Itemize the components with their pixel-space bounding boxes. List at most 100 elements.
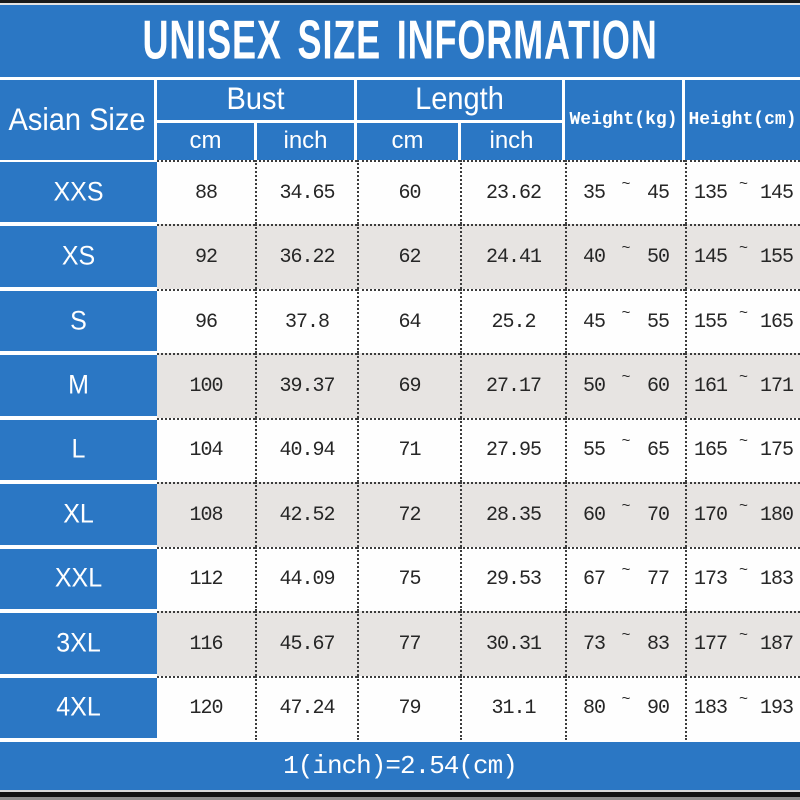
length-cm-cell: 77: [357, 611, 460, 676]
weight-min: 73: [583, 632, 606, 656]
height-range-cell: 155 ~165: [685, 288, 800, 354]
header-length-cm: cm: [391, 127, 424, 155]
weight-min: 60: [583, 503, 606, 527]
size-cell: XS: [0, 224, 157, 289]
height-min: 145: [694, 246, 728, 270]
tilde-symbol: ~: [621, 691, 631, 709]
length-inch-cell: 25.2: [460, 288, 565, 354]
header-height: Height(cm): [688, 110, 797, 130]
size-cell: M: [0, 353, 157, 418]
table-row-xxs: XXS 88 34.65 60 23.62 35 ~45 135 ~145: [0, 160, 800, 225]
weight-range-cell: 73 ~83: [565, 611, 685, 676]
header-length-inch: inch: [458, 122, 562, 160]
header-asian-size: Asian Size: [0, 80, 157, 160]
height-max: 193: [759, 697, 794, 721]
height-max: 175: [759, 439, 794, 463]
height-range-cell: 177 ~187: [685, 611, 800, 676]
bust-cm-cell: 104: [157, 417, 255, 483]
table-row-4xl: 4XL 120 47.24 79 31.1 80 ~90 183 ~193: [0, 675, 800, 740]
size-cell: XXL: [0, 546, 157, 612]
size-cell: S: [0, 288, 157, 354]
weight-max: 83: [646, 632, 670, 656]
table-header: Asian Size Bust cm inch Length cm inch W…: [0, 77, 800, 160]
weight-min: 45: [583, 310, 606, 334]
height-max: 145: [759, 181, 794, 205]
bust-inch-cell: 47.24: [255, 675, 357, 740]
height-min: 183: [694, 697, 728, 721]
tilde-symbol: ~: [621, 433, 631, 451]
tilde-symbol: ~: [621, 240, 631, 258]
weight-range-cell: 55 ~65: [565, 417, 685, 483]
size-label: M: [68, 369, 89, 401]
table-row-l: L 104 40.94 71 27.95 55 ~65 165 ~175: [0, 417, 800, 483]
height-max: 155: [759, 246, 794, 270]
page-title: UNISEX SIZE INFORMATION: [142, 9, 658, 71]
conversion-note-bar: 1(inch)=2.54(cm): [0, 740, 800, 790]
height-min: 135: [694, 181, 728, 205]
table-row-xxl: XXL 112 44.09 75 29.53 67 ~77 173 ~183: [0, 546, 800, 612]
weight-min: 67: [583, 568, 606, 592]
size-label: XXL: [54, 563, 103, 594]
size-label: 4XL: [56, 692, 101, 723]
tilde-symbol: ~: [738, 369, 748, 387]
length-inch-cell: 27.17: [460, 353, 565, 418]
size-label: XXS: [53, 176, 104, 207]
length-inch-cell: 23.62: [460, 160, 565, 225]
bust-inch-cell: 34.65: [255, 160, 357, 225]
header-weight: Weight(kg): [565, 80, 685, 160]
weight-max: 50: [646, 246, 670, 270]
bust-inch-cell: 44.09: [255, 546, 357, 612]
length-inch-cell: 31.1: [460, 675, 565, 740]
bust-cm-cell: 108: [157, 482, 255, 547]
header-group-bust: Bust cm inch: [157, 80, 357, 160]
header-bust-inch: inch: [254, 122, 354, 160]
tilde-symbol: ~: [621, 562, 631, 580]
height-max: 171: [759, 375, 794, 399]
weight-range-cell: 40 ~50: [565, 224, 685, 289]
length-inch-cell: 27.95: [460, 417, 565, 483]
weight-max: 55: [646, 310, 670, 334]
weight-range-cell: 50 ~60: [565, 353, 685, 418]
height-max: 165: [759, 310, 794, 334]
bust-inch-cell: 40.94: [255, 417, 357, 483]
tilde-symbol: ~: [621, 175, 631, 193]
weight-min: 50: [583, 375, 606, 399]
title-bar: UNISEX SIZE INFORMATION: [0, 5, 800, 77]
height-range-cell: 173 ~183: [685, 546, 800, 612]
size-label: XS: [61, 240, 96, 272]
header-length-label: Length: [357, 80, 562, 123]
weight-range-cell: 80 ~90: [565, 675, 685, 740]
table-body: XXS 88 34.65 60 23.62 35 ~45 135 ~145 XS 92 36.22 62…: [0, 160, 800, 740]
header-bust-cm: cm: [189, 127, 222, 155]
height-min: 173: [694, 568, 728, 592]
top-border-highlight: [0, 3, 800, 5]
table-row-xs: XS 92 36.22 62 24.41 40 ~50 145 ~155: [0, 224, 800, 289]
height-range-cell: 161 ~171: [685, 353, 800, 418]
size-label: L: [71, 434, 86, 465]
tilde-symbol: ~: [738, 304, 748, 322]
weight-range-cell: 60 ~70: [565, 482, 685, 547]
table-row-s: S 96 37.8 64 25.2 45 ~55 155 ~165: [0, 288, 800, 354]
tilde-symbol: ~: [738, 562, 748, 580]
size-cell: 4XL: [0, 675, 157, 740]
length-inch-cell: 28.35: [460, 482, 565, 547]
tilde-symbol: ~: [621, 304, 631, 322]
weight-max: 77: [646, 568, 670, 592]
length-cm-cell: 72: [357, 482, 460, 547]
height-range-cell: 183 ~193: [685, 675, 800, 740]
size-cell: L: [0, 417, 157, 483]
header-bust-label: Bust: [157, 80, 354, 123]
size-label: S: [70, 305, 87, 336]
size-cell: 3XL: [0, 611, 157, 676]
table-row-3xl: 3XL 116 45.67 77 30.31 73 ~83 177 ~187: [0, 611, 800, 676]
bust-cm-cell: 88: [157, 160, 255, 225]
bust-cm-cell: 112: [157, 546, 255, 612]
weight-min: 80: [583, 697, 606, 721]
weight-range-cell: 67 ~77: [565, 546, 685, 612]
bust-inch-cell: 39.37: [255, 353, 357, 418]
weight-range-cell: 35 ~45: [565, 160, 685, 225]
bust-inch-cell: 42.52: [255, 482, 357, 547]
weight-min: 55: [583, 439, 606, 463]
header-bust-subrow: cm inch: [157, 122, 354, 160]
